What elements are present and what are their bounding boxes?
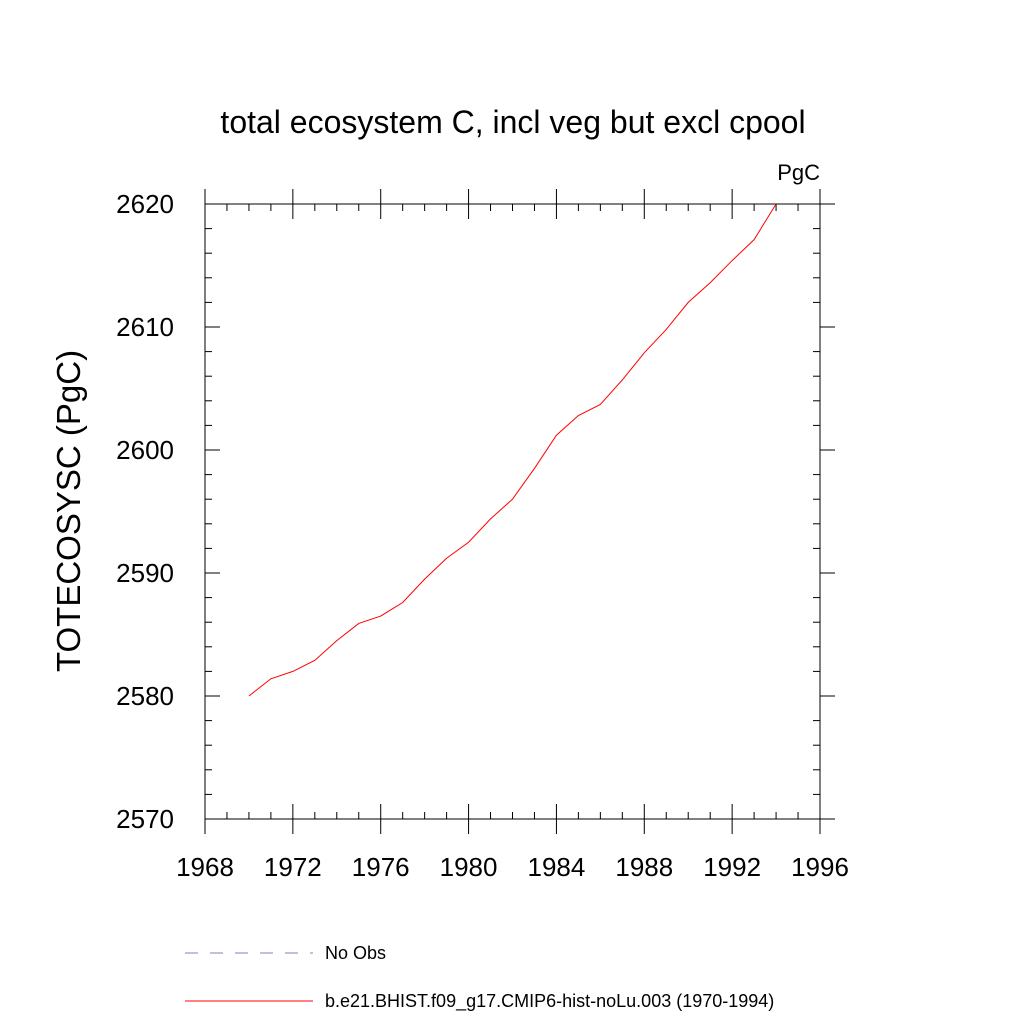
plot-frame [204, 203, 821, 820]
x-tick-labels: 1968 1972 1976 1980 1984 1988 1992 1996 [176, 852, 849, 882]
series-line [248, 203, 777, 697]
y-tick-label: 2580 [116, 681, 174, 711]
series-layer [248, 203, 777, 697]
units-label: PgC [777, 160, 820, 185]
x-tick-label: 1988 [615, 852, 673, 882]
x-tick-label: 1992 [703, 852, 761, 882]
y-tick-label: 2620 [116, 189, 174, 219]
x-tick-label: 1968 [176, 852, 234, 882]
legend-label-no-obs: No Obs [325, 943, 386, 963]
y-tick-label: 2610 [116, 312, 174, 342]
y-tick-label: 2600 [116, 435, 174, 465]
y-tick-labels: 2570 2580 2590 2600 2610 2620 [116, 189, 174, 834]
legend-label-series: b.e21.BHIST.f09_g17.CMIP6-hist-noLu.003 … [325, 991, 774, 1012]
chart-title: total ecosystem C, incl veg but excl cpo… [220, 104, 805, 140]
x-tick-label: 1980 [440, 852, 498, 882]
major-ticks [204, 189, 835, 834]
y-tick-label: 2590 [116, 558, 174, 588]
legend: No Obs b.e21.BHIST.f09_g17.CMIP6-hist-no… [185, 943, 774, 1012]
x-tick-label: 1984 [528, 852, 586, 882]
x-tick-label: 1972 [264, 852, 322, 882]
y-tick-label: 2570 [116, 804, 174, 834]
x-tick-label: 1996 [791, 852, 849, 882]
x-tick-label: 1976 [352, 852, 410, 882]
y-axis-label: TOTECOSYSC (PgC) [50, 350, 87, 672]
minor-ticks [205, 204, 820, 819]
